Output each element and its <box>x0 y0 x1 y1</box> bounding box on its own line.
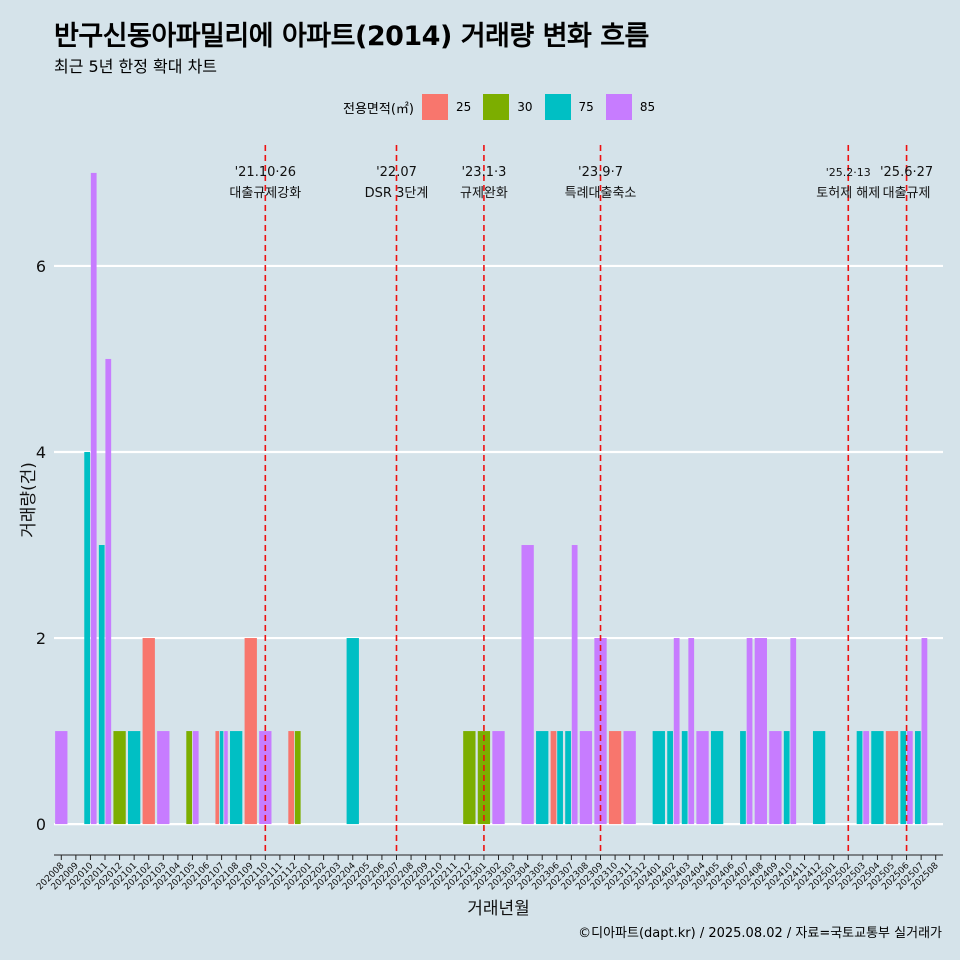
bar-75-202410 <box>783 731 790 825</box>
bar-85-202503 <box>863 731 870 825</box>
chart-title: 반구신동아파밀리에 아파트(2014) 거래량 변화 흐름 <box>54 21 649 52</box>
event-label: 특례대출축소 <box>565 186 637 201</box>
bar-85-202309 <box>594 638 607 825</box>
event-date: '25.6·27 <box>880 165 933 180</box>
bar-85-202304 <box>521 545 534 825</box>
event-label: 규제완화 <box>460 186 508 201</box>
bar-75-202503 <box>856 731 863 825</box>
bar-25-202505 <box>885 731 899 825</box>
event-date: '22.07 <box>376 165 417 180</box>
bar-75-202307 <box>565 731 571 825</box>
y-tick-label: 6 <box>36 257 46 276</box>
bar-25-202112 <box>288 731 295 825</box>
event-date: '21.10·26 <box>235 165 296 180</box>
bar-75-202507 <box>914 731 921 825</box>
legend-key-85 <box>605 94 632 120</box>
bar-85-202404 <box>696 731 709 825</box>
bar-75-202407 <box>740 731 746 825</box>
y-tick-label: 0 <box>36 815 46 834</box>
bar-85-202311 <box>623 731 636 825</box>
bar-85-202506 <box>906 731 913 825</box>
legend-label-25: 25 <box>455 100 472 114</box>
event-label: 대출규제 <box>883 186 931 201</box>
bar-30-202105 <box>186 731 193 825</box>
bar-75-202412 <box>812 731 826 825</box>
bar-85-202408 <box>754 638 767 825</box>
legend-key-30 <box>483 94 510 120</box>
bar-30-202212 <box>463 731 476 825</box>
event-label: 대출규제강화 <box>229 186 301 201</box>
bar-30-202012 <box>113 731 126 825</box>
event-date: '23.1·3 <box>461 165 506 180</box>
bar-85-202402 <box>673 638 680 825</box>
x-axis-title: 거래년월 <box>467 899 530 919</box>
bar-85-202308 <box>579 731 593 825</box>
legend: 전용면적(㎡) 25 30 75 85 <box>343 93 667 121</box>
event-date: '23.9·7 <box>578 165 623 180</box>
bar-85-202105 <box>192 731 199 825</box>
legend-item-75: 75 <box>544 94 600 120</box>
bar-75-202306 <box>557 731 563 825</box>
bar-85-202302 <box>492 731 505 825</box>
bar-85-202011 <box>105 358 112 825</box>
bar-25-202306 <box>550 731 557 825</box>
bar-85-202008 <box>55 731 68 825</box>
source-caption: ©디아파트(dapt.kr) / 2025.08.02 / 자료=국토교통부 실… <box>578 926 942 941</box>
legend-label-85: 85 <box>639 100 656 114</box>
bar-25-202310 <box>608 731 622 825</box>
bar-75-202010 <box>84 451 91 825</box>
bar-85-202507 <box>921 638 928 825</box>
bar-85-202103 <box>157 731 170 825</box>
chart-subtitle: 최근 5년 한정 확대 차트 <box>54 57 218 76</box>
bar-85-202403 <box>688 638 695 825</box>
bar-85-202307 <box>571 545 578 825</box>
bar-75-202204 <box>346 638 359 825</box>
y-tick-label: 2 <box>36 629 46 648</box>
legend-item-30: 30 <box>483 94 538 120</box>
y-axis-title: 거래량(건) <box>19 462 39 538</box>
bar-85-202010 <box>90 172 97 825</box>
legend-item-25: 25 <box>421 94 477 120</box>
bar-75-202011 <box>98 545 105 825</box>
bar-75-202107 <box>219 731 224 825</box>
legend-title: 전용면적(㎡) <box>343 101 414 117</box>
legend-item-85: 85 <box>605 94 661 120</box>
bar-75-202402 <box>667 731 673 825</box>
bar-85-202407 <box>746 638 753 825</box>
legend-label-75: 75 <box>578 100 594 114</box>
bar-75-202401 <box>652 731 665 825</box>
bar-85-202409 <box>769 731 782 825</box>
event-label: DSR 3단계 <box>365 186 429 201</box>
bar-75-202405 <box>710 731 724 825</box>
bar-25-202102 <box>142 638 155 825</box>
event-date: '25.2·13 <box>826 166 871 179</box>
bar-25-202109 <box>244 638 257 825</box>
bar-85-202107 <box>224 731 228 825</box>
bar-75-202108 <box>230 731 243 825</box>
bar-75-202101 <box>127 731 141 825</box>
bar-30-202112 <box>294 731 301 825</box>
bar-75-202506 <box>900 731 907 825</box>
event-label: 토허제 해제 <box>816 186 880 201</box>
legend-key-25 <box>421 94 448 120</box>
legend-key-75 <box>544 94 571 120</box>
y-tick-label: 4 <box>36 443 46 462</box>
bar-85-202410 <box>790 638 797 825</box>
bar-75-202403 <box>681 731 688 825</box>
bar-75-202305 <box>536 731 549 825</box>
legend-label-30: 30 <box>517 100 533 114</box>
bar-25-202107 <box>215 731 220 825</box>
bar-75-202504 <box>871 731 884 825</box>
